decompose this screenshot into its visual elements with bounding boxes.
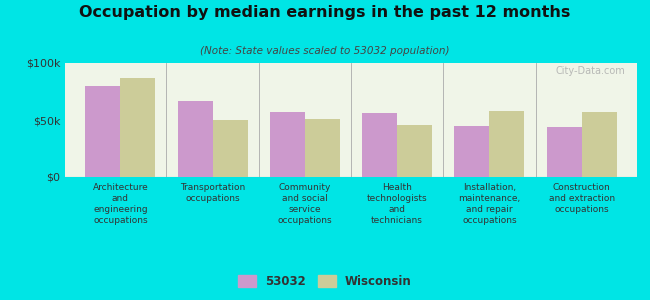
Text: Installation,
maintenance,
and repair
occupations: Installation, maintenance, and repair oc…	[458, 183, 521, 225]
Text: Transportation
occupations: Transportation occupations	[180, 183, 245, 203]
Bar	[305, 119, 340, 177]
Bar	[213, 120, 248, 177]
Text: Occupation by median earnings in the past 12 months: Occupation by median earnings in the pas…	[79, 4, 571, 20]
Bar	[177, 100, 213, 177]
Bar	[582, 112, 617, 177]
Bar	[454, 126, 489, 177]
Bar	[547, 127, 582, 177]
Text: (Note: State values scaled to 53032 population): (Note: State values scaled to 53032 popu…	[200, 46, 450, 56]
Bar	[362, 113, 397, 177]
Text: Architecture
and
engineering
occupations: Architecture and engineering occupations	[92, 183, 148, 225]
Bar	[85, 86, 120, 177]
Text: Health
technologists
and
technicians: Health technologists and technicians	[367, 183, 428, 225]
Legend: 53032, Wisconsin: 53032, Wisconsin	[235, 271, 415, 291]
Text: Community
and social
service
occupations: Community and social service occupations	[278, 183, 332, 225]
Bar	[397, 124, 432, 177]
Text: Construction
and extraction
occupations: Construction and extraction occupations	[549, 183, 615, 214]
Text: City-Data.com: City-Data.com	[556, 66, 625, 76]
Bar	[489, 111, 525, 177]
Bar	[120, 78, 155, 177]
Bar	[270, 112, 305, 177]
